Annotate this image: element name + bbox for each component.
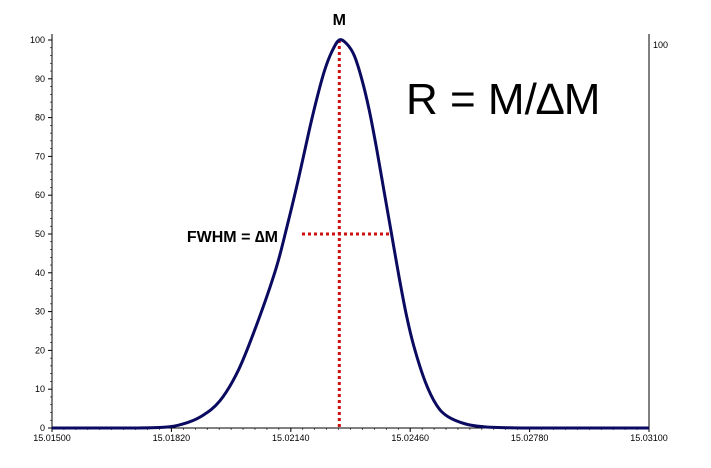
y-tick-label: 60 — [35, 190, 45, 200]
y-tick-label: 70 — [35, 151, 45, 161]
x-tick-label: 15.02460 — [391, 433, 429, 443]
y-tick-label: 90 — [35, 74, 45, 84]
y-tick-label: 80 — [35, 113, 45, 123]
x-tick-label: 15.02780 — [511, 433, 549, 443]
fwhm-label: FWHM = ∆M — [187, 229, 278, 246]
markers — [301, 40, 392, 428]
y-tick-label: 10 — [35, 384, 45, 394]
series — [51, 38, 649, 430]
y-tick-label: 30 — [35, 307, 45, 317]
y-tick-label: 0 — [40, 423, 45, 433]
x-tick-label: 15.01820 — [153, 433, 191, 443]
right-axis-label: 100 — [653, 40, 668, 50]
x-tick-label: 15.02140 — [272, 433, 310, 443]
x-tick-label: 15.01500 — [33, 433, 71, 443]
formula-label: R = M/∆M — [406, 75, 600, 124]
y-tick-label: 100 — [30, 35, 45, 45]
series-line — [51, 38, 649, 430]
y-tick-label: 40 — [35, 268, 45, 278]
peak-label: M — [333, 12, 346, 29]
labels: M FWHM = ∆M R = M/∆M 100 — [187, 12, 668, 246]
y-tick-label: 50 — [35, 229, 45, 239]
y-tick-label: 20 — [35, 345, 45, 355]
x-tick-label: 15.03100 — [630, 433, 668, 443]
